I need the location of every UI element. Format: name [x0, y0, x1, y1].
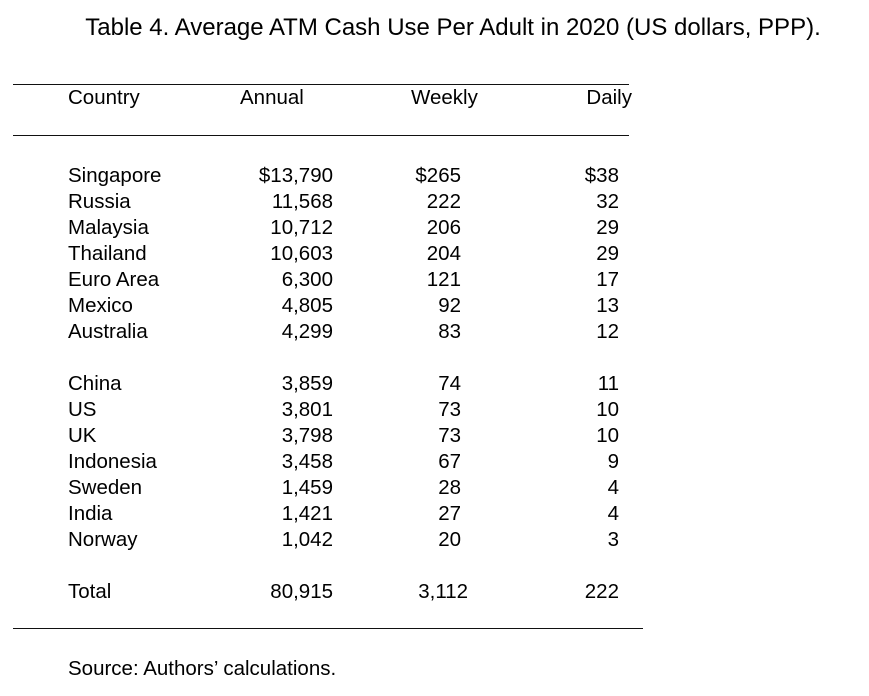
bottom-rule — [13, 628, 643, 629]
header-weekly: Weekly — [411, 86, 478, 109]
table-row: Euro Area 6,300 121 17 — [0, 268, 869, 294]
cell-country: Russia — [68, 190, 131, 213]
cell-country: Malaysia — [68, 216, 149, 239]
cell-daily: 222 — [584, 580, 619, 603]
cell-daily: 17 — [596, 268, 619, 291]
table-row: Indonesia 3,458 67 9 — [0, 450, 869, 476]
cell-annual: 1,421 — [281, 502, 333, 525]
cell-annual: 10,603 — [270, 242, 333, 265]
table-row: Thailand 10,603 204 29 — [0, 242, 869, 268]
cell-annual: $13,790 — [258, 164, 333, 187]
cell-weekly: 204 — [426, 242, 461, 265]
cell-daily: 3 — [607, 528, 619, 551]
header-daily: Daily — [586, 86, 632, 109]
cell-annual: 3,859 — [281, 372, 333, 395]
top-rule — [13, 84, 629, 85]
cell-annual: 3,798 — [281, 424, 333, 447]
cell-annual: 3,801 — [281, 398, 333, 421]
cell-weekly: 28 — [438, 476, 461, 499]
table-row: China 3,859 74 11 — [0, 372, 869, 398]
cell-country: Indonesia — [68, 450, 157, 473]
table-row: US 3,801 73 10 — [0, 398, 869, 424]
cell-country: Thailand — [68, 242, 147, 265]
table-row: Singapore $13,790 $265 $38 — [0, 164, 869, 190]
cell-weekly: $265 — [415, 164, 461, 187]
header-annual: Annual — [240, 86, 304, 109]
cell-annual: 80,915 — [270, 580, 333, 603]
cell-annual: 6,300 — [281, 268, 333, 291]
table-row: Norway 1,042 20 3 — [0, 528, 869, 554]
cell-daily: 29 — [596, 242, 619, 265]
cell-annual: 3,458 — [281, 450, 333, 473]
cell-daily: 11 — [597, 372, 619, 395]
source-note: Source: Authors’ calculations. — [68, 657, 337, 680]
cell-annual: 11,568 — [271, 190, 333, 213]
cell-weekly: 27 — [438, 502, 461, 525]
cell-daily: 32 — [596, 190, 619, 213]
table-row: Sweden 1,459 28 4 — [0, 476, 869, 502]
cell-weekly: 73 — [438, 398, 461, 421]
cell-daily: 4 — [607, 476, 619, 499]
cell-annual: 1,459 — [281, 476, 333, 499]
cell-weekly: 92 — [438, 294, 461, 317]
cell-country: India — [68, 502, 113, 525]
cell-annual: 4,299 — [281, 320, 333, 343]
header-country: Country — [68, 86, 140, 109]
table-row: UK 3,798 73 10 — [0, 424, 869, 450]
cell-weekly: 67 — [438, 450, 461, 473]
cell-country: UK — [68, 424, 97, 447]
table-row: Mexico 4,805 92 13 — [0, 294, 869, 320]
table-row: India 1,421 27 4 — [0, 502, 869, 528]
cell-annual: 10,712 — [270, 216, 333, 239]
table-row: Malaysia 10,712 206 29 — [0, 216, 869, 242]
cell-weekly: 3,112 — [418, 580, 468, 603]
header-rule — [13, 135, 629, 136]
cell-daily: 10 — [596, 398, 619, 421]
cell-country: Sweden — [68, 476, 143, 499]
table-title: Table 4. Average ATM Cash Use Per Adult … — [85, 14, 821, 41]
table-row: Russia 11,568 222 32 — [0, 190, 869, 216]
cell-daily: $38 — [584, 164, 619, 187]
cell-country: Norway — [68, 528, 138, 551]
cell-weekly: 206 — [426, 216, 461, 239]
cell-country: Mexico — [68, 294, 133, 317]
cell-daily: 13 — [596, 294, 619, 317]
cell-daily: 10 — [596, 424, 619, 447]
cell-daily: 12 — [596, 320, 619, 343]
cell-daily: 29 — [596, 216, 619, 239]
cell-weekly: 73 — [438, 424, 461, 447]
cell-country: Singapore — [68, 164, 162, 187]
total-row: Total 80,915 3,112 222 — [0, 580, 869, 606]
cell-weekly: 83 — [438, 320, 461, 343]
cell-annual: 1,042 — [281, 528, 333, 551]
cell-country: China — [68, 372, 122, 395]
cell-daily: 9 — [607, 450, 619, 473]
cell-daily: 4 — [607, 502, 619, 525]
cell-weekly: 20 — [438, 528, 461, 551]
cell-weekly: 222 — [426, 190, 461, 213]
table-row: Australia 4,299 83 12 — [0, 320, 869, 346]
cell-country: Total — [68, 580, 112, 603]
cell-country: US — [68, 398, 97, 421]
cell-country: Australia — [68, 320, 148, 343]
cell-weekly: 74 — [438, 372, 461, 395]
cell-country: Euro Area — [68, 268, 160, 291]
cell-weekly: 121 — [426, 268, 461, 291]
cell-annual: 4,805 — [281, 294, 333, 317]
